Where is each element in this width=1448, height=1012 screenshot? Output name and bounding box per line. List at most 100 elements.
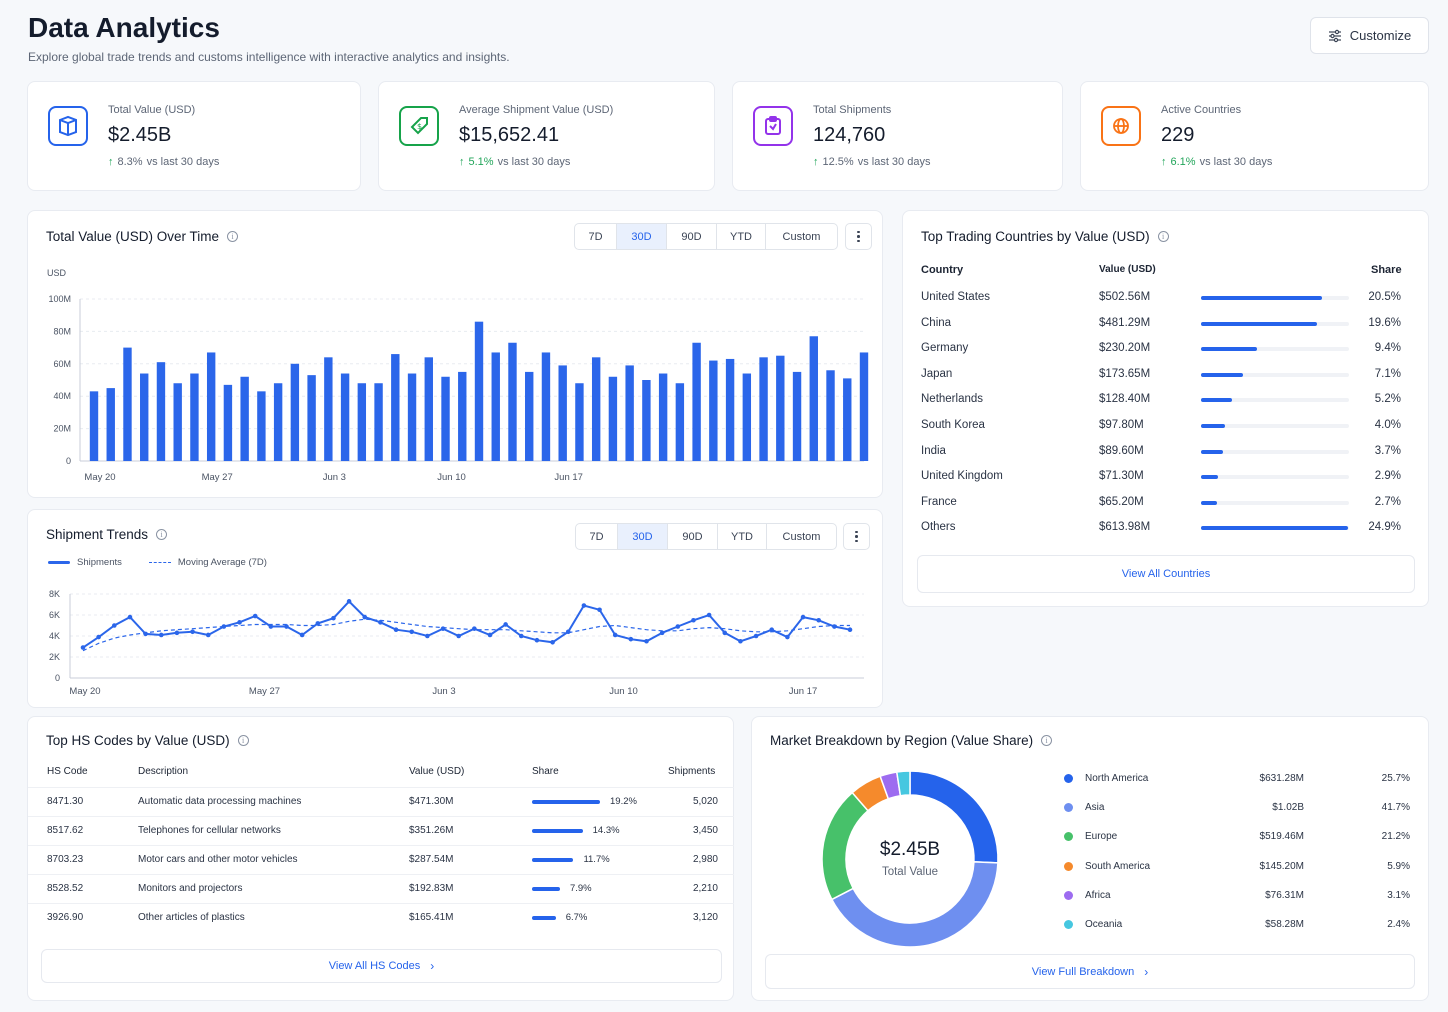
- bar[interactable]: [374, 383, 383, 461]
- data-point[interactable]: [503, 622, 508, 627]
- data-point[interactable]: [753, 633, 759, 639]
- data-point[interactable]: [518, 633, 524, 639]
- bar[interactable]: [206, 352, 216, 461]
- bar[interactable]: [675, 383, 685, 461]
- data-point[interactable]: [268, 624, 274, 629]
- view-full-breakdown-button[interactable]: View Full Breakdown ›: [765, 954, 1415, 989]
- bar[interactable]: [625, 365, 634, 461]
- bar[interactable]: [642, 380, 651, 461]
- data-point[interactable]: [127, 614, 133, 620]
- bar[interactable]: [407, 373, 417, 461]
- bar[interactable]: [340, 373, 350, 461]
- bar[interactable]: [591, 357, 601, 461]
- customize-button[interactable]: Customize: [1310, 17, 1429, 54]
- data-point[interactable]: [158, 632, 164, 638]
- more-options-icon[interactable]: [845, 223, 872, 250]
- bar[interactable]: [776, 355, 785, 461]
- info-icon[interactable]: i: [227, 231, 239, 242]
- bar[interactable]: [692, 342, 701, 461]
- bar[interactable]: [324, 357, 333, 461]
- bar[interactable]: [357, 383, 367, 461]
- bar[interactable]: [190, 373, 199, 461]
- info-icon[interactable]: i: [1041, 735, 1053, 746]
- data-point[interactable]: [565, 629, 571, 635]
- data-point[interactable]: [550, 640, 555, 645]
- bar[interactable]: [558, 365, 567, 461]
- data-point[interactable]: [644, 638, 649, 644]
- data-point[interactable]: [706, 612, 712, 618]
- data-point[interactable]: [315, 621, 321, 626]
- data-point[interactable]: [221, 624, 227, 629]
- data-point[interactable]: [816, 617, 821, 623]
- range-90d[interactable]: 90D: [667, 224, 717, 249]
- donut-slice[interactable]: [895, 770, 911, 797]
- more-options-icon[interactable]: [843, 523, 870, 550]
- range-custom[interactable]: Custom: [782, 230, 821, 243]
- bar[interactable]: [742, 373, 752, 461]
- bar[interactable]: [173, 383, 182, 461]
- data-point[interactable]: [409, 629, 415, 635]
- data-point[interactable]: [722, 630, 728, 636]
- data-point[interactable]: [190, 629, 195, 635]
- bar[interactable]: [458, 371, 467, 461]
- info-icon[interactable]: i: [237, 735, 249, 746]
- view-all-hs-codes-button[interactable]: View All HS Codes ›: [41, 949, 722, 983]
- table-row[interactable]: [28, 903, 734, 932]
- range-7d[interactable]: 7D: [575, 224, 617, 249]
- data-point[interactable]: [362, 614, 368, 620]
- data-point[interactable]: [487, 632, 493, 638]
- data-point[interactable]: [205, 632, 211, 638]
- bar[interactable]: [725, 358, 735, 461]
- bar[interactable]: [156, 362, 166, 461]
- range-7d[interactable]: 7D: [576, 524, 618, 549]
- range-ytd[interactable]: YTD: [717, 224, 766, 249]
- data-point[interactable]: [785, 634, 790, 640]
- data-point[interactable]: [675, 624, 681, 629]
- bar[interactable]: [273, 383, 283, 461]
- bar[interactable]: [123, 347, 132, 461]
- data-point[interactable]: [174, 630, 180, 636]
- data-point[interactable]: [628, 636, 634, 642]
- data-point[interactable]: [738, 638, 743, 644]
- view-all-countries-button[interactable]: View All Countries: [917, 555, 1415, 593]
- data-point[interactable]: [847, 627, 853, 632]
- bar[interactable]: [257, 391, 266, 461]
- bar[interactable]: [792, 371, 802, 461]
- table-row[interactable]: [28, 845, 734, 874]
- bar[interactable]: [391, 354, 400, 461]
- data-point[interactable]: [80, 645, 86, 650]
- bar[interactable]: [809, 336, 818, 461]
- data-point[interactable]: [581, 603, 587, 608]
- table-row[interactable]: [28, 874, 734, 903]
- bar[interactable]: [709, 360, 718, 461]
- data-point[interactable]: [96, 634, 101, 640]
- bar[interactable]: [508, 342, 517, 461]
- bar[interactable]: [575, 383, 584, 461]
- data-point[interactable]: [299, 632, 305, 638]
- bar[interactable]: [223, 384, 233, 461]
- range-ytd[interactable]: YTD: [718, 524, 767, 549]
- bar[interactable]: [541, 352, 551, 461]
- data-point[interactable]: [456, 633, 461, 639]
- range-30d[interactable]: 30D: [618, 524, 668, 549]
- data-point[interactable]: [346, 599, 352, 604]
- table-row[interactable]: [28, 816, 734, 845]
- bar[interactable]: [106, 388, 115, 461]
- data-point[interactable]: [425, 633, 430, 639]
- data-point[interactable]: [252, 613, 258, 619]
- bar[interactable]: [759, 357, 768, 461]
- data-point[interactable]: [534, 637, 540, 643]
- bar[interactable]: [89, 391, 99, 461]
- bar[interactable]: [658, 373, 668, 461]
- range-custom[interactable]: Custom: [782, 530, 821, 543]
- info-icon[interactable]: i: [156, 529, 168, 540]
- bar[interactable]: [290, 363, 300, 461]
- bar[interactable]: [441, 376, 450, 461]
- table-row[interactable]: [28, 787, 734, 816]
- data-point[interactable]: [612, 632, 618, 638]
- bar[interactable]: [843, 378, 852, 461]
- data-point[interactable]: [393, 627, 399, 632]
- data-point[interactable]: [691, 617, 696, 623]
- bar[interactable]: [240, 376, 249, 461]
- data-point[interactable]: [112, 623, 117, 628]
